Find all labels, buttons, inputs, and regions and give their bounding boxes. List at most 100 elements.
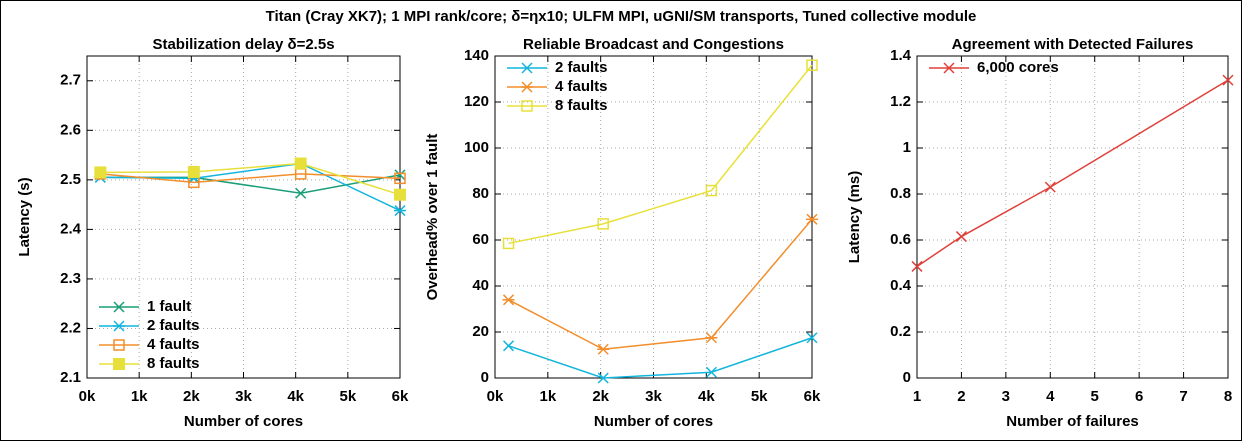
marker-square	[597, 218, 609, 230]
marker-square	[294, 157, 307, 170]
marker	[806, 332, 818, 344]
y-axis-label: Overhead% over 1 fault	[424, 134, 441, 301]
x-tick-label: 1k	[131, 388, 148, 405]
y-tick-label: 40	[472, 277, 489, 294]
marker-stroke	[502, 340, 515, 352]
x-tick-label: 2k	[592, 388, 609, 405]
marker-stroke	[1044, 181, 1056, 193]
legend-marker	[113, 301, 125, 313]
series-line	[100, 162, 401, 212]
legend-marker	[943, 62, 955, 74]
marker-square	[394, 188, 406, 201]
marker-square	[394, 172, 406, 185]
x-axis-label: Number of cores	[594, 413, 713, 430]
legend-label: 8 faults	[147, 355, 200, 372]
x-tick-label: 5	[1091, 388, 1099, 405]
legend-marker	[113, 339, 125, 351]
marker	[94, 166, 107, 179]
marker	[911, 260, 923, 272]
x-tick-label: 4k	[287, 388, 304, 405]
legend-marker	[521, 81, 533, 93]
plot-frame	[916, 55, 1229, 379]
x-tick-label: 4k	[698, 388, 715, 405]
marker	[597, 372, 609, 384]
x-tick-label: 8	[1224, 388, 1232, 405]
x-tick-label: 3	[1002, 388, 1010, 405]
marker	[705, 184, 718, 197]
marker	[705, 366, 717, 378]
y-tick-label: 2.2	[60, 319, 81, 336]
marker-stroke	[806, 332, 818, 344]
marker	[394, 188, 406, 201]
legend-marker	[521, 62, 533, 74]
marker	[394, 172, 406, 185]
x-tick-label: 5k	[339, 388, 356, 405]
marker-stroke	[911, 260, 923, 272]
x-axis-label: Number of failures	[1006, 413, 1139, 430]
marker-stroke	[295, 187, 307, 199]
y-tick-label: 1.2	[890, 93, 911, 110]
y-tick-label: 100	[464, 139, 489, 156]
y-tick-label: 2.1	[60, 369, 81, 386]
marker-stroke	[597, 372, 609, 384]
series-line	[100, 173, 401, 184]
plot-frame	[494, 55, 813, 379]
marker	[294, 157, 307, 170]
x-tick-label: 2	[957, 388, 965, 405]
x-tick-label: 6k	[392, 388, 409, 405]
y-tick-label: 0.4	[890, 277, 912, 294]
legend-label: 1 fault	[147, 298, 191, 315]
marker	[597, 218, 609, 230]
y-tick-label: 80	[472, 185, 489, 202]
legend-label: 2 faults	[555, 59, 608, 76]
y-axis-label: Latency (ms)	[846, 171, 863, 264]
marker-square	[113, 358, 125, 370]
x-tick-label: 7	[1179, 388, 1187, 405]
legend-label: 4 faults	[555, 78, 608, 95]
plot-frame	[86, 55, 401, 379]
marker	[806, 213, 818, 225]
marker	[295, 187, 307, 199]
chart-title: Agreement with Detected Failures	[952, 36, 1194, 53]
y-tick-label: 2.4	[60, 220, 82, 237]
x-tick-label: 6k	[804, 388, 821, 405]
y-tick-label: 1	[903, 139, 911, 156]
y-tick-label: 60	[472, 231, 489, 248]
marker	[1222, 74, 1234, 86]
legend-label: 2 faults	[147, 317, 200, 334]
x-tick-label: 3k	[235, 388, 252, 405]
marker-stroke	[705, 366, 717, 378]
y-tick-label: 0	[903, 369, 911, 386]
y-tick-label: 0.8	[890, 185, 911, 202]
y-tick-label: 0.2	[890, 323, 911, 340]
x-tick-label: 1	[913, 388, 921, 405]
y-tick-label: 0	[481, 369, 489, 386]
marker-stroke	[521, 62, 533, 74]
marker	[187, 165, 200, 178]
series-line	[508, 64, 813, 245]
series-line	[916, 79, 1229, 268]
legend-marker	[113, 358, 125, 370]
figure-title: Titan (Cray XK7); 1 MPI rank/core; δ=ηx1…	[266, 8, 977, 25]
marker	[597, 343, 610, 355]
x-tick-label: 0k	[487, 388, 504, 405]
y-tick-label: 120	[464, 93, 489, 110]
x-tick-label: 6	[1135, 388, 1143, 405]
marker-stroke	[943, 62, 955, 74]
x-axis-label: Number of cores	[184, 413, 303, 430]
y-axis-label: Latency (s)	[16, 177, 33, 256]
y-tick-label: 2.3	[60, 270, 81, 287]
y-tick-label: 140	[464, 47, 489, 64]
marker	[705, 332, 718, 344]
x-tick-label: 1k	[539, 388, 556, 405]
marker	[502, 237, 515, 250]
chart-title: Stabilization delay δ=2.5s	[152, 36, 334, 53]
x-tick-label: 3k	[645, 388, 662, 405]
y-tick-label: 0.6	[890, 231, 911, 248]
marker	[394, 205, 406, 217]
y-tick-label: 20	[472, 323, 489, 340]
x-tick-label: 0k	[79, 388, 96, 405]
marker	[502, 294, 515, 306]
marker-square	[806, 59, 818, 71]
